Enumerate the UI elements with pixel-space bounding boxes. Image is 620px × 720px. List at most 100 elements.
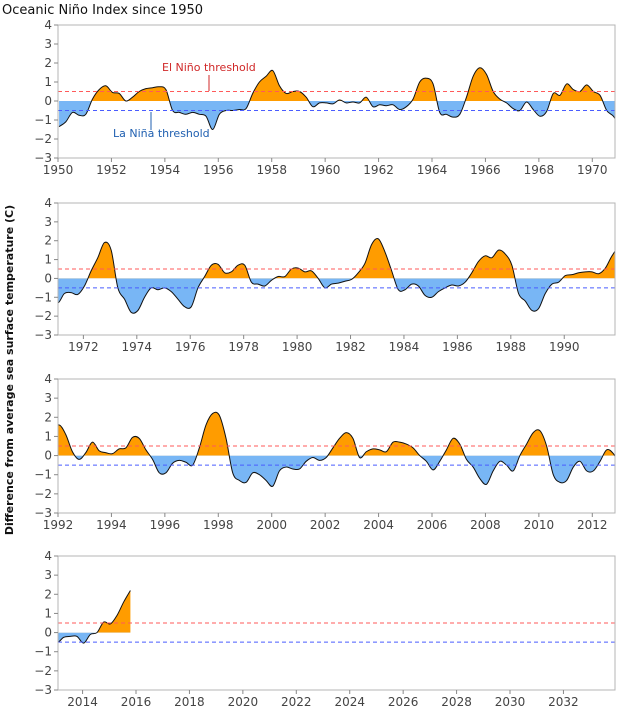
x-tick-label: 1972 <box>68 340 99 354</box>
x-tick-label: 1968 <box>524 163 555 177</box>
y-tick-label: 2 <box>44 410 52 424</box>
x-tick-label: 1998 <box>203 518 234 532</box>
el-nino-area <box>59 67 615 101</box>
x-tick-label: 1990 <box>549 340 580 354</box>
chart-title: Oceanic Niño Index since 1950 <box>2 3 203 18</box>
plot-frame <box>57 24 616 159</box>
oni-series-line <box>58 238 615 314</box>
y-tick-label: 0 <box>44 94 52 108</box>
oni-series-line <box>58 411 615 487</box>
x-tick-label: 2020 <box>228 695 259 709</box>
x-tick-label: 1964 <box>417 163 448 177</box>
la-nina-area <box>58 632 97 644</box>
la-nina-area <box>74 455 615 487</box>
y-tick-label: 0 <box>44 626 52 640</box>
x-tick-label: 2002 <box>310 518 341 532</box>
y-tick-label: −2 <box>34 309 52 323</box>
x-tick-label: 2018 <box>174 695 205 709</box>
y-tick-label: 3 <box>44 568 52 582</box>
y-tick-label: −3 <box>34 328 52 342</box>
x-tick-label: 1950 <box>43 163 74 177</box>
x-tick-label: 1986 <box>442 340 473 354</box>
x-tick-label: 1966 <box>470 163 501 177</box>
x-tick-label: 2016 <box>121 695 152 709</box>
y-tick-label: −3 <box>34 506 52 520</box>
la-nina-area <box>58 278 615 314</box>
plot-frame <box>57 202 616 336</box>
y-tick-label: 4 <box>44 196 52 210</box>
y-tick-label: −3 <box>34 683 52 697</box>
y-tick-label: −1 <box>34 113 52 127</box>
x-tick-label: 2000 <box>256 518 287 532</box>
y-tick-label: −2 <box>34 132 52 146</box>
x-tick-label: 2012 <box>577 518 608 532</box>
el-nino-area <box>58 590 131 633</box>
y-tick-label: −3 <box>34 151 52 165</box>
series-group <box>58 590 131 644</box>
y-tick-label: −2 <box>34 487 52 501</box>
x-tick-label: 1984 <box>389 340 420 354</box>
x-tick-label: 2006 <box>417 518 448 532</box>
x-tick-label: 1974 <box>122 340 153 354</box>
y-axis-label: Difference from average sea surface temp… <box>3 205 16 535</box>
series-group <box>58 411 615 487</box>
y-tick-label: 1 <box>44 429 52 443</box>
oni-series-line <box>58 67 615 130</box>
x-tick-label: 1988 <box>496 340 527 354</box>
y-tick-label: 4 <box>44 18 52 32</box>
x-tick-label: 2014 <box>67 695 98 709</box>
x-tick-label: 1976 <box>175 340 206 354</box>
x-tick-label: 1952 <box>96 163 127 177</box>
y-tick-label: 3 <box>44 215 52 229</box>
x-tick-label: 1978 <box>228 340 259 354</box>
x-tick-label: 2030 <box>495 695 526 709</box>
la-nina-annotation: La Niña threshold <box>113 112 210 140</box>
y-tick-label: −1 <box>34 468 52 482</box>
y-tick-label: 1 <box>44 253 52 267</box>
x-tick-label: 2024 <box>334 695 365 709</box>
y-tick-label: 1 <box>44 75 52 89</box>
series-group <box>58 238 615 314</box>
panel-3: −3 −2 −1 0 1 2 3 4 1992 1994 1996 1998 2000 2002 2004 2… <box>34 372 616 532</box>
y-tick-label: 2 <box>44 587 52 601</box>
x-tick-label: 1994 <box>96 518 127 532</box>
x-tick-label: 1996 <box>150 518 181 532</box>
y-tick-label: −1 <box>34 290 52 304</box>
la-nina-threshold-label: La Niña threshold <box>113 127 210 140</box>
x-tick-label: 1956 <box>203 163 234 177</box>
y-tick-label: 0 <box>44 271 52 285</box>
x-tick-label: 1960 <box>310 163 341 177</box>
y-tick-label: 4 <box>44 549 52 563</box>
y-tick-label: 0 <box>44 449 52 463</box>
oni-series-line <box>58 590 131 644</box>
x-tick-label: 1992 <box>43 518 74 532</box>
x-tick-label: 2032 <box>548 695 579 709</box>
y-tick-label: −2 <box>34 664 52 678</box>
x-tick-label: 1954 <box>150 163 181 177</box>
x-tick-label: 2010 <box>524 518 555 532</box>
y-tick-label: 3 <box>44 391 52 405</box>
x-tick-label: 2022 <box>281 695 312 709</box>
la-nina-area <box>59 101 615 130</box>
x-tick-label: 1980 <box>282 340 313 354</box>
x-tick-label: 1982 <box>335 340 366 354</box>
x-tick-label: 2028 <box>441 695 472 709</box>
x-tick-label: 1958 <box>256 163 287 177</box>
series-group <box>58 67 615 130</box>
x-tick-label: 2004 <box>363 518 394 532</box>
el-nino-threshold-label: El Niño threshold <box>162 61 256 74</box>
y-tick-label: 4 <box>44 372 52 386</box>
x-tick-label: 1962 <box>363 163 394 177</box>
el-nino-annotation: El Niño threshold <box>162 61 256 91</box>
plot-frame <box>57 555 616 691</box>
panel-4: −3 −2 −1 0 1 2 3 4 2014 2016 2018 2020 2022 2024 2026 2… <box>34 549 616 709</box>
el-nino-area <box>87 238 615 279</box>
x-tick-label: 2008 <box>470 518 501 532</box>
x-tick-label: 1970 <box>577 163 608 177</box>
panels: −3 −2 −1 0 1 2 3 4 1950 1952 1954 1956 1958 1960 1962 1… <box>34 18 616 709</box>
el-nino-area <box>58 412 615 456</box>
y-tick-label: 2 <box>44 56 52 70</box>
y-tick-label: 3 <box>44 37 52 51</box>
x-tick-label: 2026 <box>388 695 419 709</box>
